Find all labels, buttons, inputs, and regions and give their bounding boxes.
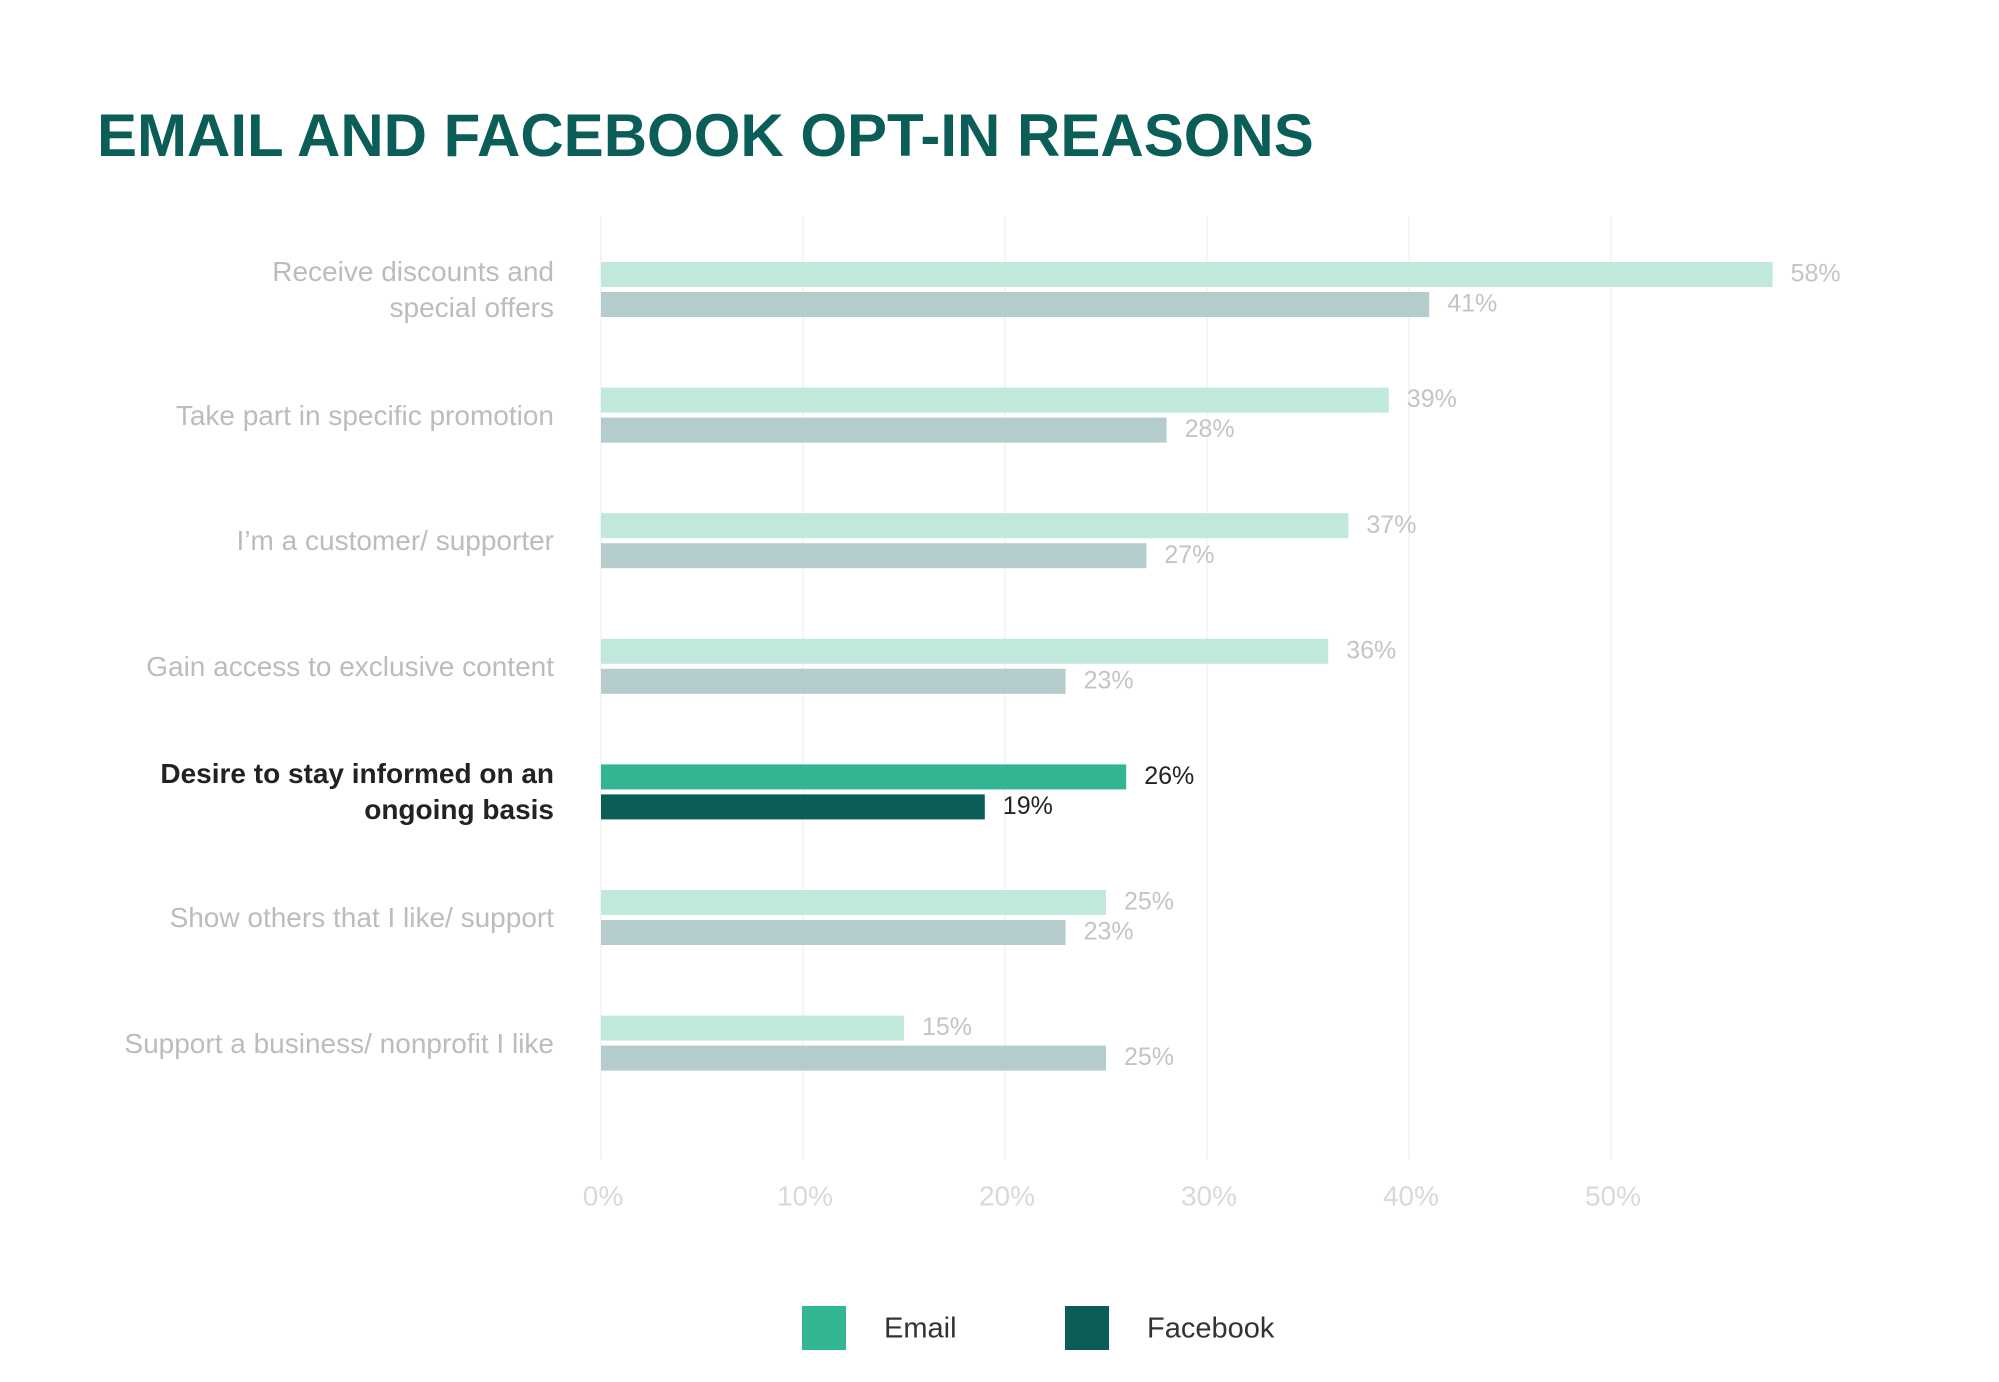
category-label: Gain access to exclusive content (146, 650, 554, 682)
category-label: I’m a customer/ supporter (236, 525, 554, 557)
data-label: 23% (1084, 666, 1134, 694)
bar (601, 513, 1349, 539)
x-tick-label: 30% (1181, 1180, 1237, 1211)
data-label: 37% (1366, 511, 1416, 539)
data-label: 23% (1084, 918, 1134, 946)
chart-title: EMAIL AND FACEBOOK OPT-IN REASONS (97, 102, 1314, 169)
data-label: 25% (1124, 888, 1174, 916)
x-tick-label: 50% (1585, 1180, 1641, 1211)
category-label: Desire to stay informed on an ongoing ba… (160, 758, 554, 826)
category-label: Support a business/ nonprofit I like (124, 1027, 554, 1059)
data-label: 15% (922, 1013, 972, 1041)
category-label: Receive discounts and special offers (272, 256, 554, 323)
category-label: Take part in specific promotion (175, 399, 554, 431)
bar (601, 262, 1773, 287)
bar (601, 387, 1389, 413)
bar (601, 417, 1167, 443)
bar (601, 794, 985, 820)
data-label: 41% (1447, 290, 1497, 318)
bar (601, 1015, 904, 1041)
bar (601, 292, 1430, 317)
x-tick-label: 20% (979, 1180, 1035, 1211)
data-label: 58% (1791, 260, 1841, 288)
x-tick-label: 0% (583, 1180, 623, 1211)
legend-label: Email (884, 1313, 957, 1345)
bar (601, 668, 1066, 694)
bar (601, 638, 1329, 664)
bar (601, 543, 1147, 569)
data-label: 27% (1164, 541, 1214, 569)
bar (601, 920, 1066, 945)
data-label: 19% (1003, 792, 1053, 820)
data-label: 28% (1185, 415, 1235, 443)
data-label: 39% (1407, 385, 1457, 413)
category-label: Show others that I like/ support (169, 902, 554, 933)
bar (601, 764, 1127, 790)
data-label: 36% (1346, 636, 1396, 664)
bar (601, 1045, 1106, 1071)
legend-label: Facebook (1147, 1313, 1275, 1345)
legend-swatch (1065, 1306, 1109, 1350)
data-label: 25% (1124, 1043, 1174, 1071)
x-tick-label: 40% (1383, 1180, 1439, 1211)
data-label: 26% (1144, 762, 1194, 790)
x-tick-label: 10% (777, 1180, 833, 1211)
bar (601, 890, 1106, 915)
legend-swatch (802, 1306, 846, 1350)
